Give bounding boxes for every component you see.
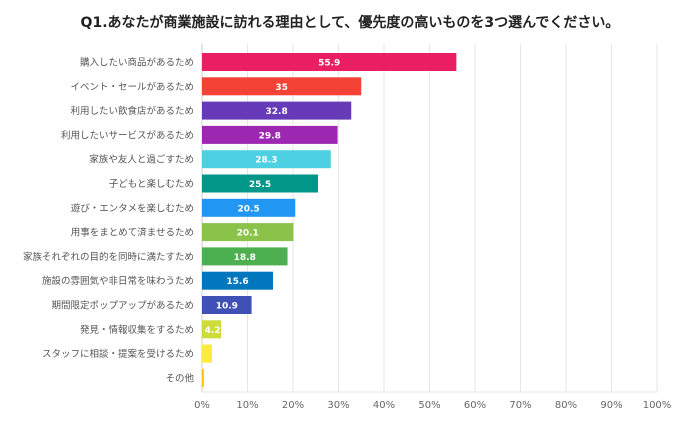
data-label: 28.3 xyxy=(255,156,277,166)
category-label: イベント・セールがあるため xyxy=(70,81,194,93)
data-label: 20.5 xyxy=(238,204,260,214)
bar xyxy=(202,198,296,217)
x-tick-label: 20% xyxy=(282,400,304,411)
bar xyxy=(202,101,352,120)
category-label: 利用したい飲食店があるため xyxy=(70,105,194,117)
data-label: 4.2 xyxy=(205,326,221,336)
category-label: 施設の雰囲気や非日常を味わうため xyxy=(42,275,194,287)
bar xyxy=(202,296,252,314)
bar xyxy=(202,53,457,71)
x-tick-label: 70% xyxy=(509,400,531,411)
bar xyxy=(202,174,319,193)
bar xyxy=(202,320,222,339)
x-tick-label: 0% xyxy=(194,400,210,411)
category-label: スタッフに相談・提案を受けるため xyxy=(42,348,194,360)
x-tick-label: 10% xyxy=(236,400,258,411)
x-tick-label: 90% xyxy=(600,400,622,411)
data-label: 10.9 xyxy=(216,302,238,312)
data-label: 18.8 xyxy=(234,253,256,263)
bar xyxy=(202,77,362,96)
bar xyxy=(202,344,213,363)
category-label: 子どもと楽しむため xyxy=(109,178,194,190)
category-label: 購入したい商品があるため xyxy=(80,57,194,69)
data-label: 35 xyxy=(275,83,288,93)
category-label: 遊び・エンタメを楽しむため xyxy=(71,202,194,214)
bar xyxy=(202,125,338,144)
x-tick-label: 50% xyxy=(418,400,440,411)
x-tick-label: 80% xyxy=(555,400,577,411)
category-label: その他 xyxy=(165,372,194,384)
bar xyxy=(202,368,204,387)
x-tick-label: 40% xyxy=(373,400,395,411)
data-label: 20.1 xyxy=(237,229,259,239)
data-label: 29.8 xyxy=(259,131,281,141)
x-tick-label: 60% xyxy=(464,400,486,411)
data-label: 15.6 xyxy=(226,277,248,287)
data-label: 25.5 xyxy=(249,180,271,190)
bar xyxy=(202,271,273,290)
bar xyxy=(202,223,294,242)
bar xyxy=(202,150,331,169)
data-label: 32.8 xyxy=(266,107,288,117)
x-tick-label: 100% xyxy=(643,400,672,411)
category-label: 家族や友人と過ごすため xyxy=(89,154,194,166)
data-label: 55.9 xyxy=(318,59,340,69)
category-label: 期間限定ポップアップがあるため xyxy=(51,300,194,312)
category-label: 発見・情報収集をするため xyxy=(80,324,194,336)
bar xyxy=(202,247,288,266)
x-tick-label: 30% xyxy=(327,400,349,411)
category-label: 用事をまとめて済ませるため xyxy=(71,227,194,239)
chart-title: Q1.あなたが商業施設に訪れる理由として、優先度の高いものを3つ選んでください。 xyxy=(80,15,620,31)
category-label: 利用したいサービスがあるため xyxy=(61,129,194,141)
category-label: 家族それぞれの目的を同時に満たすため xyxy=(23,251,194,263)
